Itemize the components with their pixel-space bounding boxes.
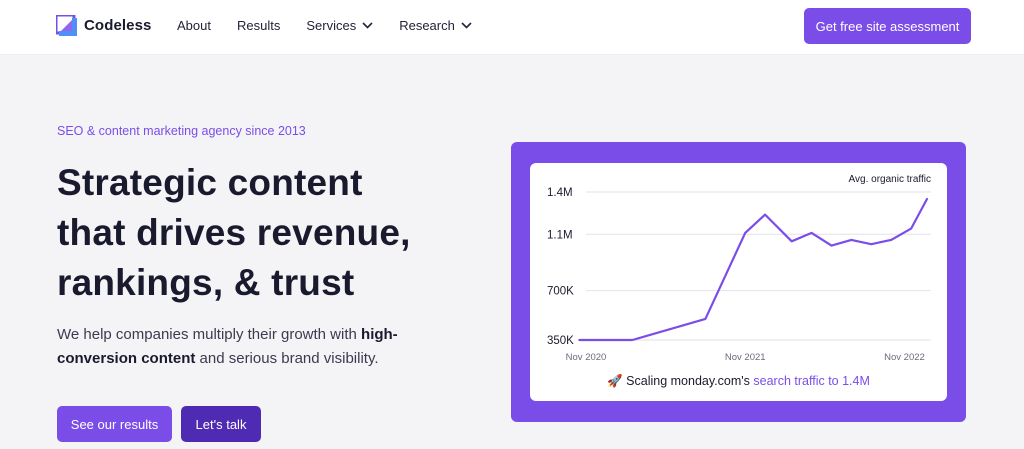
headline-line-2: that drives revenue,	[57, 212, 411, 253]
nav-research-label: Research	[399, 18, 455, 33]
nav-about-label: About	[177, 18, 211, 33]
logo[interactable]: Codeless	[54, 13, 152, 36]
chevron-down-icon	[362, 22, 373, 29]
sub-text-bold: high-conversion content	[57, 326, 398, 367]
nav-services[interactable]: Services	[306, 18, 373, 33]
chart-title: Avg. organic traffic	[849, 174, 931, 185]
site-header: Codeless About Results Services Research…	[0, 0, 1024, 55]
sub-text-1: We help companies multiply their growth …	[57, 326, 362, 343]
assessment-cta-button[interactable]: Get free site assessment	[804, 8, 971, 44]
y-tick-label: 1.1M	[547, 229, 573, 241]
nav-services-label: Services	[306, 18, 357, 33]
nav-research[interactable]: Research	[399, 18, 472, 33]
chart-caption: 🚀 Scaling monday.com's search traffic to…	[530, 374, 947, 389]
hero-headline: Strategic content that drives revenue, r…	[57, 158, 477, 308]
x-tick-label: Nov 2022	[884, 352, 925, 363]
y-tick-label: 700K	[547, 286, 574, 298]
chevron-down-icon	[461, 22, 472, 29]
x-tick-label: Nov 2021	[725, 352, 766, 363]
sub-text-2: and serious brand visibility.	[195, 350, 379, 367]
headline-line-1: Strategic content	[57, 162, 363, 203]
main-nav: About Results Services Research	[177, 18, 498, 33]
caption-highlight: search traffic to 1.4M	[753, 374, 870, 388]
logo-icon	[54, 13, 77, 36]
chart-card	[530, 163, 947, 401]
brand-name: Codeless	[84, 17, 152, 34]
rocket-icon: 🚀	[607, 374, 623, 388]
headline-line-3: rankings, & trust	[57, 262, 355, 303]
caption-text: Scaling monday.com's	[626, 374, 754, 388]
nav-about[interactable]: About	[177, 18, 211, 33]
hero-eyebrow: SEO & content marketing agency since 201…	[57, 124, 306, 138]
y-tick-label: 1.4M	[547, 187, 573, 199]
x-tick-label: Nov 2020	[566, 352, 607, 363]
hero-subheading: We help companies multiply their growth …	[57, 323, 437, 371]
traffic-line	[578, 197, 929, 342]
nav-results[interactable]: Results	[237, 18, 280, 33]
lets-talk-button[interactable]: Let's talk	[181, 406, 261, 442]
traffic-chart: Avg. organic traffic 1.4M 1.1M 700K 350K Nov …	[547, 174, 931, 363]
nav-results-label: Results	[236, 18, 281, 33]
y-tick-label: 350K	[547, 335, 574, 347]
see-results-button[interactable]: See our results	[57, 406, 172, 442]
